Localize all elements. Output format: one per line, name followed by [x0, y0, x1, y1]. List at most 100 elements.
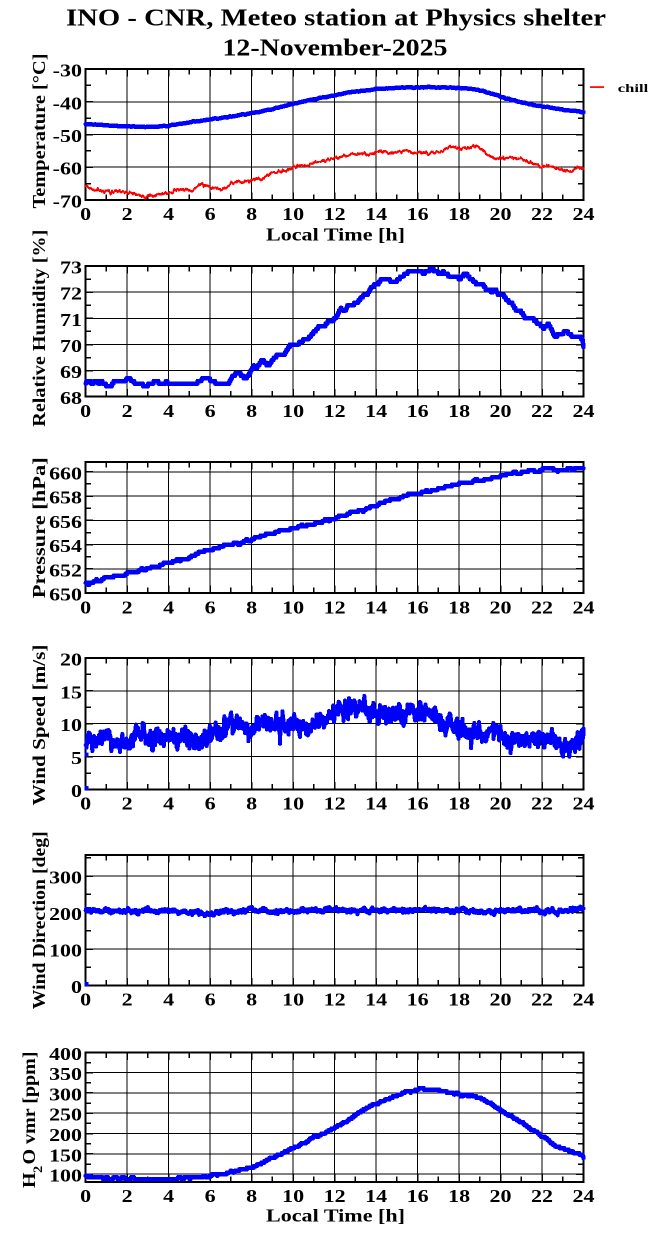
svg-text:72: 72: [60, 284, 82, 304]
svg-text:24: 24: [573, 597, 595, 617]
svg-text:10: 10: [282, 1186, 304, 1206]
svg-text:0: 0: [80, 794, 91, 814]
svg-text:2: 2: [122, 597, 133, 617]
svg-text:Temperature [°C]: Temperature [°C]: [29, 53, 49, 208]
svg-text:22: 22: [531, 1186, 553, 1206]
svg-text:-40: -40: [53, 93, 82, 113]
svg-text:100: 100: [49, 1166, 82, 1186]
svg-text:10: 10: [282, 597, 304, 617]
svg-text:2: 2: [122, 1186, 133, 1206]
svg-text:Pressure [hPa]: Pressure [hPa]: [29, 457, 49, 598]
svg-text:2: 2: [122, 204, 133, 224]
svg-text:22: 22: [531, 401, 553, 421]
svg-text:2: 2: [122, 990, 133, 1010]
svg-text:16: 16: [407, 597, 429, 617]
svg-text:20: 20: [490, 794, 512, 814]
svg-text:68: 68: [60, 388, 82, 408]
svg-text:10: 10: [282, 990, 304, 1010]
svg-text:10: 10: [60, 715, 82, 735]
svg-text:6: 6: [205, 1186, 216, 1206]
svg-text:18: 18: [448, 401, 470, 421]
svg-text:12: 12: [324, 1186, 346, 1206]
svg-text:18: 18: [448, 1186, 470, 1206]
svg-text:10: 10: [282, 204, 304, 224]
svg-text:0: 0: [80, 204, 91, 224]
svg-text:24: 24: [573, 990, 595, 1010]
svg-text:400: 400: [49, 1044, 82, 1064]
svg-text:2: 2: [122, 794, 133, 814]
svg-text:-50: -50: [53, 126, 82, 146]
svg-text:-30: -30: [53, 61, 82, 81]
svg-text:14: 14: [365, 401, 387, 421]
svg-text:10: 10: [282, 401, 304, 421]
svg-text:150: 150: [49, 1145, 82, 1165]
svg-text:650: 650: [49, 585, 82, 605]
svg-text:14: 14: [365, 1186, 387, 1206]
svg-text:14: 14: [365, 990, 387, 1010]
svg-text:6: 6: [205, 204, 216, 224]
svg-text:70: 70: [60, 336, 82, 356]
svg-text:18: 18: [448, 990, 470, 1010]
svg-text:H: H: [19, 1173, 39, 1189]
svg-text:69: 69: [60, 362, 82, 382]
svg-text:15: 15: [60, 682, 82, 702]
svg-text:20: 20: [490, 990, 512, 1010]
svg-text:658: 658: [49, 488, 82, 508]
svg-text:652: 652: [49, 560, 82, 580]
svg-text:5: 5: [71, 748, 82, 768]
svg-text:-70: -70: [53, 191, 82, 211]
svg-text:20: 20: [60, 649, 82, 669]
svg-text:16: 16: [407, 794, 429, 814]
svg-text:20: 20: [490, 204, 512, 224]
svg-text:250: 250: [49, 1105, 82, 1125]
svg-text:12: 12: [324, 794, 346, 814]
svg-text:14: 14: [365, 597, 387, 617]
svg-text:24: 24: [573, 401, 595, 421]
svg-text:6: 6: [205, 597, 216, 617]
svg-text:16: 16: [407, 990, 429, 1010]
svg-text:-60: -60: [53, 159, 82, 179]
svg-text:20: 20: [490, 597, 512, 617]
svg-text:24: 24: [573, 1186, 595, 1206]
svg-text:INO - CNR, Meteo station at Ph: INO - CNR, Meteo station at Physics shel…: [66, 5, 606, 31]
svg-text:654: 654: [49, 536, 82, 556]
svg-text:8: 8: [246, 990, 257, 1010]
svg-text:8: 8: [246, 794, 257, 814]
svg-text:4: 4: [163, 990, 174, 1010]
svg-text:22: 22: [531, 597, 553, 617]
svg-text:18: 18: [448, 204, 470, 224]
svg-text:8: 8: [246, 204, 257, 224]
svg-text:6: 6: [205, 990, 216, 1010]
svg-text:0: 0: [71, 977, 82, 997]
svg-text:16: 16: [407, 401, 429, 421]
svg-text:22: 22: [531, 204, 553, 224]
svg-text:0: 0: [80, 597, 91, 617]
svg-text:18: 18: [448, 794, 470, 814]
svg-text:8: 8: [246, 401, 257, 421]
svg-text:8: 8: [246, 597, 257, 617]
svg-text:300: 300: [49, 1084, 82, 1104]
svg-text:8: 8: [246, 1186, 257, 1206]
svg-text:200: 200: [49, 904, 82, 924]
svg-text:12: 12: [324, 990, 346, 1010]
svg-text:200: 200: [49, 1125, 82, 1145]
svg-text:656: 656: [49, 512, 82, 532]
svg-text:4: 4: [163, 401, 174, 421]
svg-text:6: 6: [205, 401, 216, 421]
svg-text:12: 12: [324, 204, 346, 224]
svg-text:4: 4: [163, 597, 174, 617]
svg-text:14: 14: [365, 794, 387, 814]
svg-text:6: 6: [205, 794, 216, 814]
svg-text:Local Time [h]: Local Time [h]: [266, 1206, 405, 1226]
svg-text:660: 660: [49, 463, 82, 483]
svg-text:12: 12: [324, 401, 346, 421]
svg-text:350: 350: [49, 1064, 82, 1084]
svg-text:100: 100: [49, 941, 82, 961]
svg-text:22: 22: [531, 794, 553, 814]
svg-text:0: 0: [80, 1186, 91, 1206]
svg-text:71: 71: [60, 310, 82, 330]
svg-text:18: 18: [448, 597, 470, 617]
svg-text:0: 0: [80, 990, 91, 1010]
svg-text:14: 14: [365, 204, 387, 224]
svg-text:24: 24: [573, 794, 595, 814]
